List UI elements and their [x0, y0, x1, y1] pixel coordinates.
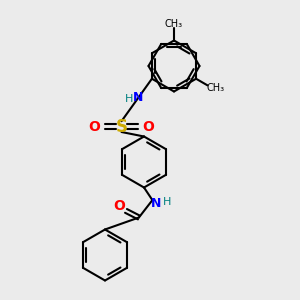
- Text: O: O: [88, 120, 101, 134]
- Text: O: O: [113, 199, 125, 212]
- Text: H: H: [163, 196, 171, 207]
- Text: N: N: [132, 91, 143, 104]
- Text: O: O: [142, 120, 154, 134]
- Text: H: H: [124, 94, 133, 104]
- Text: S: S: [116, 118, 128, 136]
- Text: CH₃: CH₃: [207, 83, 225, 93]
- Text: CH₃: CH₃: [165, 19, 183, 29]
- Text: N: N: [151, 196, 161, 210]
